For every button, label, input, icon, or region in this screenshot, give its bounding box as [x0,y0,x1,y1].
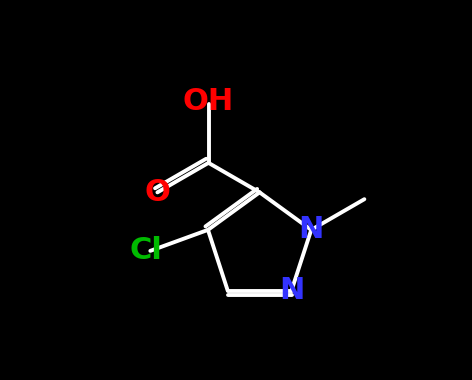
Text: OH: OH [183,87,234,116]
Text: N: N [279,276,304,305]
Text: Cl: Cl [129,236,162,265]
Text: N: N [298,215,324,244]
Text: O: O [144,178,170,207]
